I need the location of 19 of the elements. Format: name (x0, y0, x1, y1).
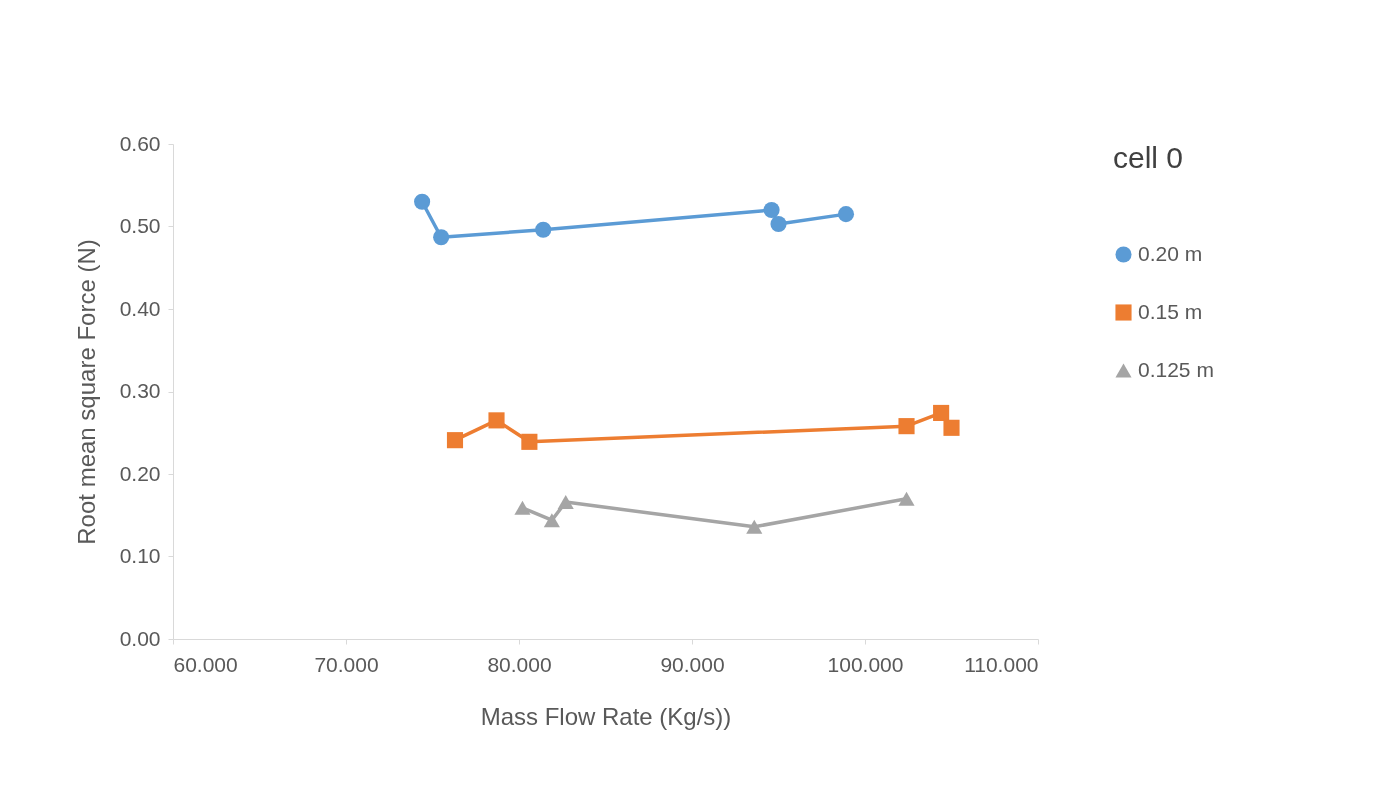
legend-label: 0.125 m (1138, 357, 1214, 381)
x-tick-label: 90.000 (660, 652, 725, 676)
y-tick-label: 0.20 (119, 461, 161, 485)
y-tick-label: 0.40 (119, 296, 161, 320)
x-tick-label: 80.000 (487, 652, 552, 676)
x-axis-title: Mass Flow Rate (Kg/s)) (480, 702, 732, 730)
legend-label: 0.15 m (1138, 299, 1203, 323)
legend-title: cell 0 (1113, 141, 1184, 174)
y-tick-label: 0.10 (119, 544, 161, 567)
y-tick-label: 0.50 (119, 214, 161, 237)
x-tick-label: 110.000 (964, 652, 1039, 676)
x-tick-label: 100.000 (827, 652, 904, 676)
x-tick-label: 70.000 (314, 652, 379, 676)
x-tick-label: 60.000 (173, 652, 238, 676)
y-tick-label: 0.60 (119, 131, 161, 155)
y-tick-label: 0.30 (119, 379, 161, 402)
legend-label: 0.20 m (1138, 241, 1203, 265)
y-axis-title: Root mean square Force (N) (72, 239, 100, 545)
y-tick-label: 0.00 (119, 626, 161, 650)
